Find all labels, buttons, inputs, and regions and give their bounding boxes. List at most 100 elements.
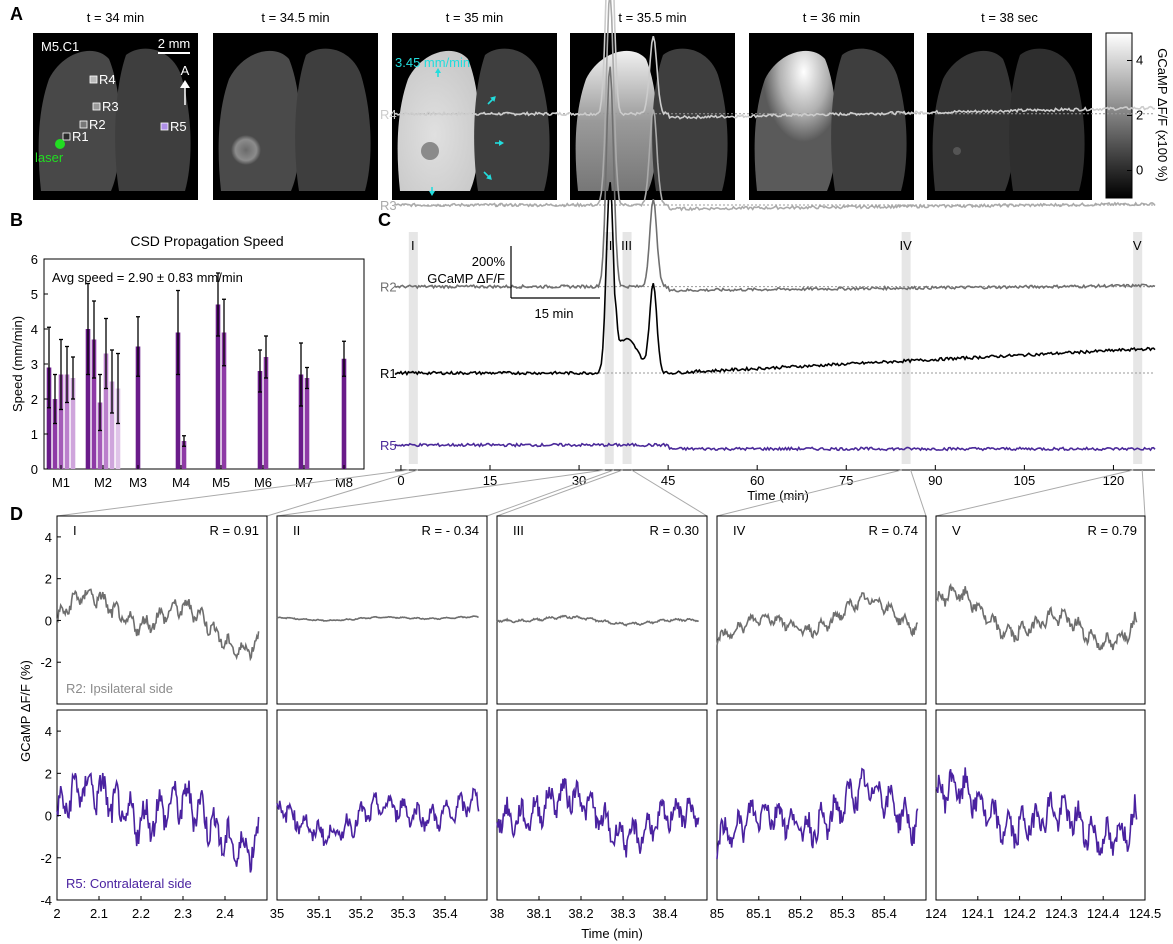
scalebar-x-label: 15 min: [534, 306, 573, 321]
roi-label: R1: [72, 129, 89, 144]
speed-bar: [46, 367, 52, 469]
left-hemisphere: [932, 50, 1015, 192]
d-window-label: I: [73, 523, 77, 538]
d-xtick-label: 124.4: [1087, 906, 1120, 921]
d-top-axes: [496, 515, 708, 705]
d-ytick-label: 4: [45, 724, 52, 739]
left-hemisphere: [754, 50, 837, 192]
colorbar-label: GCaMP ΔF/F (x100 %): [1155, 48, 1170, 181]
frame-time-label: t = 35 min: [446, 10, 503, 25]
d-ytick-label: -2: [40, 655, 52, 670]
correlation-label: R = 0.30: [649, 523, 699, 538]
frame-time-label: t = 36 min: [803, 10, 860, 25]
d-xtick-label: 35.3: [390, 906, 415, 921]
c-xtick-label: 45: [661, 473, 675, 488]
contralateral-trace: [935, 767, 1138, 856]
b-xtick-label: M7: [295, 475, 313, 490]
d-xtick-label: 35: [270, 906, 284, 921]
scale-bar-label: 2 mm: [158, 36, 191, 51]
d-top-axes: [935, 515, 1146, 705]
speed-bar: [215, 304, 221, 469]
trace-r3: [394, 0, 1156, 212]
b-xtick-label: M1: [52, 475, 70, 490]
b-xtick-label: M6: [254, 475, 272, 490]
analysis-window: [408, 232, 418, 464]
c-xtick-label: 15: [483, 473, 497, 488]
d-window-label: V: [952, 523, 961, 538]
wave-arrowhead: [429, 191, 435, 196]
speed-bar: [221, 332, 227, 469]
b-xtick-label: M4: [172, 475, 190, 490]
d-ytick-label: 2: [45, 572, 52, 587]
d-xtick-label: 38.2: [568, 906, 593, 921]
animal-label: M5.C1: [41, 39, 79, 54]
right-hemisphere: [474, 48, 550, 192]
speed-bar: [109, 381, 115, 469]
trace-label: R4: [380, 107, 397, 122]
d-xtick-label: 85: [710, 906, 724, 921]
d-subplot-0: I R = 0.91 2 2.1 2.2 2.3 2.4: [53, 515, 268, 921]
speed-bar: [298, 374, 304, 469]
trace-label: R5: [380, 438, 397, 453]
d-xtick-label: 2.3: [174, 906, 192, 921]
speed-bar: [52, 399, 58, 469]
trace-r4: [394, 0, 1156, 120]
roi-marker: [62, 132, 71, 141]
frame-time-label: t = 35.5 min: [618, 10, 686, 25]
panel-letter-a: A: [10, 4, 23, 24]
trace-r1: [394, 182, 1156, 377]
d-xtick-label: 2.1: [90, 906, 108, 921]
zoom-connector: [716, 469, 902, 517]
scalebar-y-label-2: GCaMP ΔF/F: [427, 271, 505, 286]
propagation-speed-label: 3.45 mm/min: [395, 55, 470, 70]
d-window-label: III: [513, 523, 524, 538]
c-xtick-label: 60: [750, 473, 764, 488]
d-ytick-label: 0: [45, 613, 52, 628]
correlation-label: R = - 0.34: [422, 523, 479, 538]
panel-b-ylabel: Speed (mm/min): [10, 316, 25, 412]
panel-b-annotation: Avg speed = 2.90 ± 0.83 mm/min: [52, 270, 243, 285]
speed-bar: [97, 402, 103, 469]
d-bottom-axes: [496, 709, 708, 901]
panel-letter-c: C: [378, 210, 391, 230]
d-xtick-label: 2.4: [216, 906, 234, 921]
speed-bar: [103, 353, 109, 469]
c-xtick-label: 105: [1014, 473, 1036, 488]
wave-arrowhead: [499, 140, 504, 146]
right-hemisphere: [831, 48, 907, 192]
b-ytick-label: 6: [31, 252, 38, 267]
trace-r5: [394, 442, 1156, 452]
correlation-label: R = 0.91: [209, 523, 259, 538]
speed-bar: [263, 357, 269, 469]
d-xtick-label: 35.1: [306, 906, 331, 921]
d-xtick-label: 85.4: [872, 906, 897, 921]
imaging-frame: t = 35 min: [392, 10, 557, 200]
panel-b-bars: [46, 272, 347, 469]
d-bottom-axes: [56, 709, 268, 901]
roi-label: R5: [170, 119, 187, 134]
panel-c-xlabel: Time (min): [747, 488, 809, 503]
frame-time-label: t = 38 sec: [981, 10, 1038, 25]
d-xtick-label: 124.3: [1045, 906, 1078, 921]
zoom-connector: [56, 469, 409, 517]
d-xtick-label: 38.3: [610, 906, 635, 921]
roi-marker: [79, 120, 88, 129]
analysis-window: [604, 232, 614, 464]
zoom-connector: [266, 469, 418, 517]
right-hemisphere: [652, 48, 728, 192]
panel-d-xlabel: Time (min): [581, 926, 643, 941]
window-label: III: [621, 238, 632, 253]
contralateral-trace: [56, 772, 260, 873]
d-xtick-label: 85.3: [830, 906, 855, 921]
scalebar-y-label: 200%: [472, 254, 506, 269]
d-xtick-label: 38.1: [526, 906, 551, 921]
colorbar-tick-label: 2: [1136, 108, 1143, 123]
roi-label: R2: [89, 117, 106, 132]
speed-bar: [70, 378, 76, 469]
c-xtick-label: 0: [397, 473, 404, 488]
d-xtick-label: 124.2: [1003, 906, 1036, 921]
b-ytick-label: 1: [31, 427, 38, 442]
csd-origin-spot: [421, 142, 439, 160]
